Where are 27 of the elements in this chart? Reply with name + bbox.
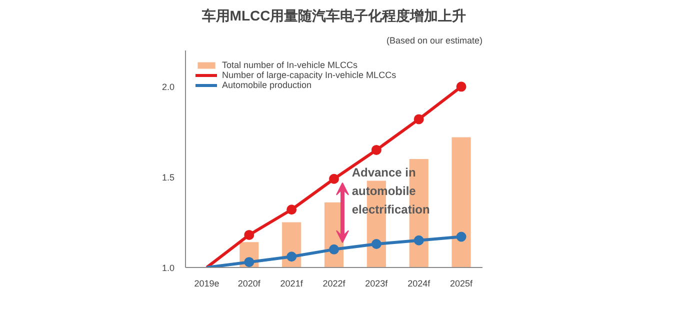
point bbox=[371, 239, 382, 249]
y-tick-label: 2.0 bbox=[162, 82, 175, 92]
point bbox=[456, 82, 466, 92]
point bbox=[286, 252, 297, 262]
y-tick-label: 1.0 bbox=[162, 263, 175, 273]
x-tick-label: 2024f bbox=[408, 278, 431, 288]
x-tick-label: 2021f bbox=[280, 278, 304, 288]
legend-label: Number of large-capacity In-vehicle MLCCs bbox=[222, 70, 396, 80]
x-tick-label: 2019e bbox=[194, 278, 220, 288]
text: (Based on our estimate) bbox=[386, 36, 483, 46]
point bbox=[244, 230, 254, 240]
chart-title: 车用MLCC用量随汽车电子化程度增加上升 bbox=[200, 8, 466, 24]
legend-label: Total number of In-vehicle MLCCs bbox=[222, 60, 358, 70]
point bbox=[329, 244, 339, 254]
legend-label: Automobile production bbox=[222, 80, 312, 90]
x-tick-label: 2020f bbox=[238, 278, 261, 288]
point bbox=[286, 204, 297, 215]
point bbox=[414, 114, 424, 124]
x-tick-label: 2025f bbox=[450, 278, 474, 288]
point bbox=[244, 257, 254, 268]
point bbox=[414, 235, 424, 246]
x-tick-label: 2022f bbox=[322, 278, 346, 288]
y-tick-label: 1.5 bbox=[162, 172, 175, 183]
point bbox=[456, 232, 466, 242]
point bbox=[329, 174, 339, 184]
point bbox=[371, 144, 382, 155]
x-tick-label: 2023f bbox=[365, 278, 388, 288]
